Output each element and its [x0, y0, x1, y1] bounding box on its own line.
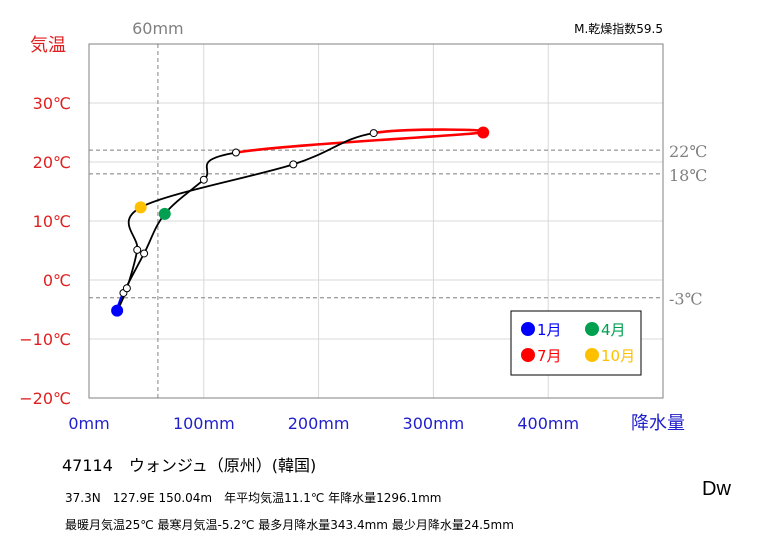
month-marker-10	[134, 201, 147, 214]
x-tick-label: 0mm	[68, 414, 109, 433]
legend-box	[510, 310, 642, 376]
legend: 1月 4月 7月 10月	[510, 310, 642, 376]
month-markers	[111, 126, 490, 317]
month-marker-8	[369, 129, 378, 138]
legend-label: 7月	[537, 347, 562, 365]
gridlines	[89, 44, 663, 398]
x-tick-label: 400mm	[517, 414, 579, 433]
legend-label: 4月	[601, 321, 626, 339]
station-location-summary: 37.3N 127.9E 150.04m 年平均気温11.1℃ 年降水量1296…	[65, 491, 442, 505]
x-axis-label: 降水量	[631, 413, 685, 434]
y-tick-label: 0℃	[43, 271, 71, 290]
legend-label: 10月	[601, 347, 635, 365]
x-tick-labels: 0mm 100mm 200mm 300mm 400mm	[68, 414, 579, 433]
reference-label: 60mm	[132, 19, 184, 38]
curve-segment-month-9	[140, 163, 294, 209]
climate-curve	[115, 128, 488, 313]
x-tick-label: 200mm	[288, 414, 350, 433]
reference-label: 22℃	[669, 142, 707, 161]
x-tick-label: 100mm	[173, 414, 235, 433]
reference-label: -3℃	[669, 290, 702, 309]
y-tick-label: 30℃	[33, 94, 71, 113]
curve-segment-month-3	[143, 213, 166, 254]
curve-segment-month-5	[203, 151, 237, 181]
y-tick-label: 20℃	[33, 153, 71, 172]
y-tick-label: 10℃	[33, 212, 71, 231]
month-marker-11	[133, 245, 142, 254]
legend-label: 1月	[537, 321, 562, 339]
month-marker-9	[289, 160, 298, 169]
y-tick-label: −10℃	[19, 330, 71, 349]
y-tick-labels: −20℃ −10℃ 0℃ 10℃ 20℃ 30℃	[19, 94, 71, 408]
x-tick-label: 300mm	[403, 414, 465, 433]
legend-swatch	[585, 348, 599, 362]
month-marker-6	[231, 148, 240, 157]
month-marker-7	[477, 126, 490, 139]
plot-area-frame	[88, 43, 664, 399]
curve-segment-month-8	[293, 132, 374, 166]
legend-swatch	[521, 322, 535, 336]
legend-swatch	[585, 322, 599, 336]
reference-lines	[89, 44, 663, 398]
month-marker-5	[199, 175, 208, 184]
station-extremes-summary: 最暖月気温25℃ 最寒月気温-5.2℃ 最多月降水量343.4mm 最少月降水量…	[65, 518, 514, 532]
climate-classification: Dw	[702, 478, 731, 500]
reference-label: 18℃	[669, 166, 707, 185]
station-name: 47114 ウォンジュ（原州）(韓国)	[62, 456, 317, 475]
month-marker-1	[111, 304, 124, 317]
curve-segment-month-10	[127, 206, 142, 251]
month-marker-4	[158, 207, 171, 220]
y-tick-label: −20℃	[19, 389, 71, 408]
month-marker-3	[140, 249, 149, 258]
aridity-index-label: M.乾燥指数59.5	[574, 21, 663, 36]
curve-segment-month-6	[235, 131, 484, 154]
legend-swatch	[521, 348, 535, 362]
month-marker-12	[122, 284, 131, 293]
reference-labels: 60mm 22℃ 18℃ -3℃	[132, 19, 707, 309]
y-axis-label: 気温	[30, 35, 66, 56]
